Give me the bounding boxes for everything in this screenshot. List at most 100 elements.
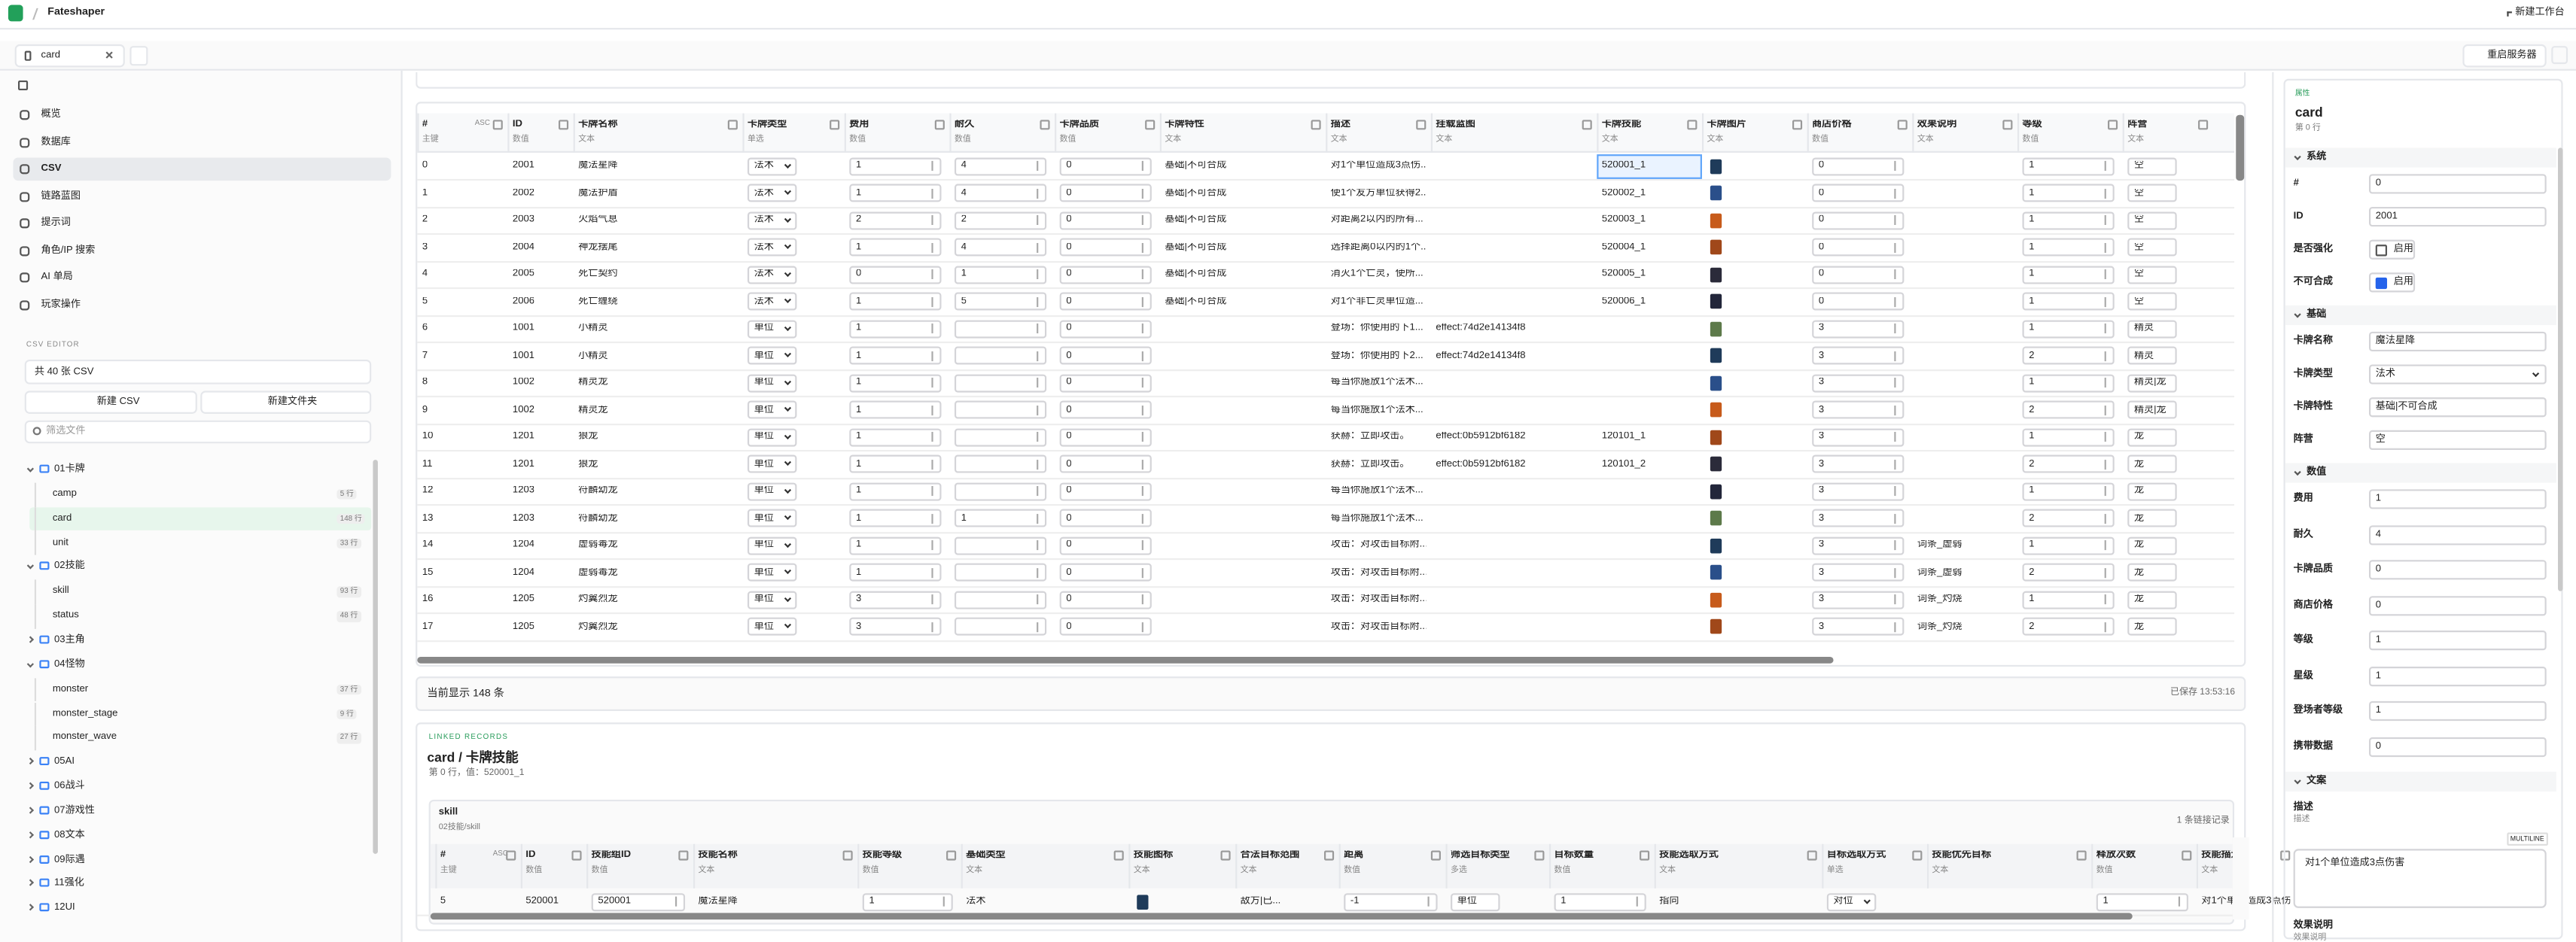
cell-text[interactable]: 0 (1066, 486, 1072, 497)
cell-text[interactable]: 0 (1066, 242, 1072, 253)
restart-button[interactable] (2462, 44, 2547, 68)
cell-text[interactable]: 2 (856, 215, 862, 226)
cell-input[interactable] (2022, 184, 2115, 202)
cell-text[interactable]: 单位 (754, 459, 774, 469)
cell-input[interactable] (1812, 428, 1905, 447)
field-input[interactable] (2369, 524, 2547, 545)
folder-name[interactable]: 03主角 (54, 635, 85, 646)
field-value[interactable]: 2001 (2375, 211, 2398, 222)
column-name[interactable]: 卡牌图片 (1707, 120, 1746, 130)
cell-text[interactable]: 3 (1818, 486, 1825, 497)
cell-text[interactable]: 空 (2133, 296, 2145, 307)
cell-text[interactable]: 3 (1818, 432, 1825, 442)
column-name[interactable]: 技能名称 (698, 850, 738, 861)
cell-text[interactable]: 单位 (754, 594, 774, 605)
column-menu[interactable] (830, 120, 840, 130)
column-menu[interactable] (2076, 850, 2087, 861)
cell-text[interactable]: 0 (856, 269, 862, 280)
nav-item[interactable]: AI 单局 (41, 272, 73, 283)
checkbox[interactable] (2375, 276, 2388, 289)
cell-input[interactable] (849, 401, 942, 420)
section-title[interactable]: 基础 (2307, 310, 2327, 321)
cell-input[interactable] (1812, 401, 1905, 420)
cell-input[interactable] (1812, 509, 1905, 528)
cell-input[interactable] (1059, 238, 1152, 257)
cell-text[interactable]: 0 (1066, 215, 1072, 226)
cell-text[interactable]: 0 (1066, 161, 1072, 172)
column-name[interactable]: 合法目标范围 (1240, 850, 1300, 861)
cell-text[interactable]: 龙 (2133, 567, 2145, 578)
cell-text[interactable]: 对位 (1833, 896, 1853, 907)
cell-input[interactable] (2127, 266, 2177, 284)
cell-text[interactable]: 2 (2029, 621, 2035, 632)
cell-text[interactable]: 4 (961, 188, 967, 199)
field-input[interactable] (2369, 736, 2547, 756)
cell-text[interactable]: 精灵 (2133, 324, 2154, 334)
cell-text[interactable]: 单位 (754, 351, 774, 361)
column-name[interactable]: 效果说明 (1917, 120, 1957, 130)
column-menu[interactable] (842, 850, 853, 861)
column-menu[interactable] (946, 850, 957, 861)
column-name[interactable]: # (440, 850, 446, 861)
cell-input[interactable] (747, 536, 797, 555)
nav-item[interactable]: 角色/IP 搜索 (41, 245, 96, 256)
cell-input[interactable] (1812, 347, 1905, 366)
cell-input[interactable] (2127, 293, 2177, 311)
cell-text[interactable]: 0 (1066, 188, 1072, 199)
column-menu[interactable] (1582, 120, 1592, 130)
cell-input[interactable] (954, 455, 1047, 474)
cell-input[interactable] (2022, 482, 2115, 501)
folder-name[interactable]: 09际遇 (54, 855, 85, 865)
column-name[interactable]: 技能优先目标 (1932, 850, 1992, 861)
cell-input[interactable] (849, 564, 942, 582)
cell-text[interactable]: 2 (2029, 513, 2035, 524)
cell-text[interactable]: 1 (856, 513, 862, 524)
cell-text[interactable]: 龙 (2133, 486, 2145, 497)
cell-input[interactable] (1059, 211, 1152, 229)
cell-text[interactable]: 4 (961, 161, 967, 172)
cell-input[interactable] (2127, 238, 2177, 257)
field-value[interactable]: 0 (2375, 564, 2382, 575)
cell-input[interactable] (849, 455, 942, 474)
cell-text[interactable]: 3 (1818, 540, 1825, 551)
column-name[interactable]: 技能组ID (591, 850, 632, 861)
cell-text[interactable]: 法术 (754, 296, 774, 307)
cell-input[interactable] (849, 509, 942, 528)
cell-input[interactable] (849, 211, 942, 229)
cell-text[interactable]: 1 (856, 486, 862, 497)
column-name[interactable]: 目标数量 (1554, 850, 1594, 861)
field-value[interactable]: 基础|不可合成 (2375, 402, 2437, 412)
cell-input[interactable] (747, 591, 797, 609)
cell-input[interactable] (1059, 455, 1152, 474)
cell-input[interactable] (591, 892, 686, 911)
column-menu[interactable] (2198, 120, 2209, 130)
column-name[interactable]: 释放次数 (2096, 850, 2136, 861)
cell-input[interactable] (954, 156, 1047, 175)
cell-input[interactable] (2022, 401, 2115, 420)
cell-text[interactable]: 法术 (754, 242, 774, 253)
checkbox-wrap[interactable] (2369, 272, 2416, 293)
add-tab[interactable] (129, 46, 148, 66)
column-menu[interactable] (1416, 120, 1427, 130)
cell-input[interactable] (849, 238, 942, 257)
file-name[interactable]: monster (52, 684, 89, 694)
cell-text[interactable]: 1 (2029, 324, 2035, 334)
field-input[interactable] (2369, 700, 2547, 722)
column-menu[interactable] (1324, 850, 1335, 861)
cell-text[interactable]: 1 (2029, 242, 2035, 253)
cell-input[interactable] (954, 536, 1047, 555)
file-name[interactable]: monster_stage (52, 708, 118, 719)
file-name[interactable]: skill (52, 586, 69, 597)
cell-text[interactable]: 空 (2133, 215, 2145, 226)
cell-input[interactable] (862, 892, 953, 911)
cell-input[interactable] (1812, 482, 1905, 501)
cell-input[interactable] (2127, 591, 2177, 609)
cell-input[interactable] (954, 482, 1047, 501)
cell-input[interactable] (2127, 536, 2177, 555)
cell-text[interactable]: 0 (1066, 513, 1072, 524)
cell-text[interactable]: 1 (2029, 215, 2035, 226)
folder-name[interactable]: 12UI (54, 903, 75, 914)
cell-input[interactable] (2022, 156, 2115, 175)
file-name[interactable]: monster_wave (52, 733, 117, 743)
cell-input[interactable] (954, 293, 1047, 311)
